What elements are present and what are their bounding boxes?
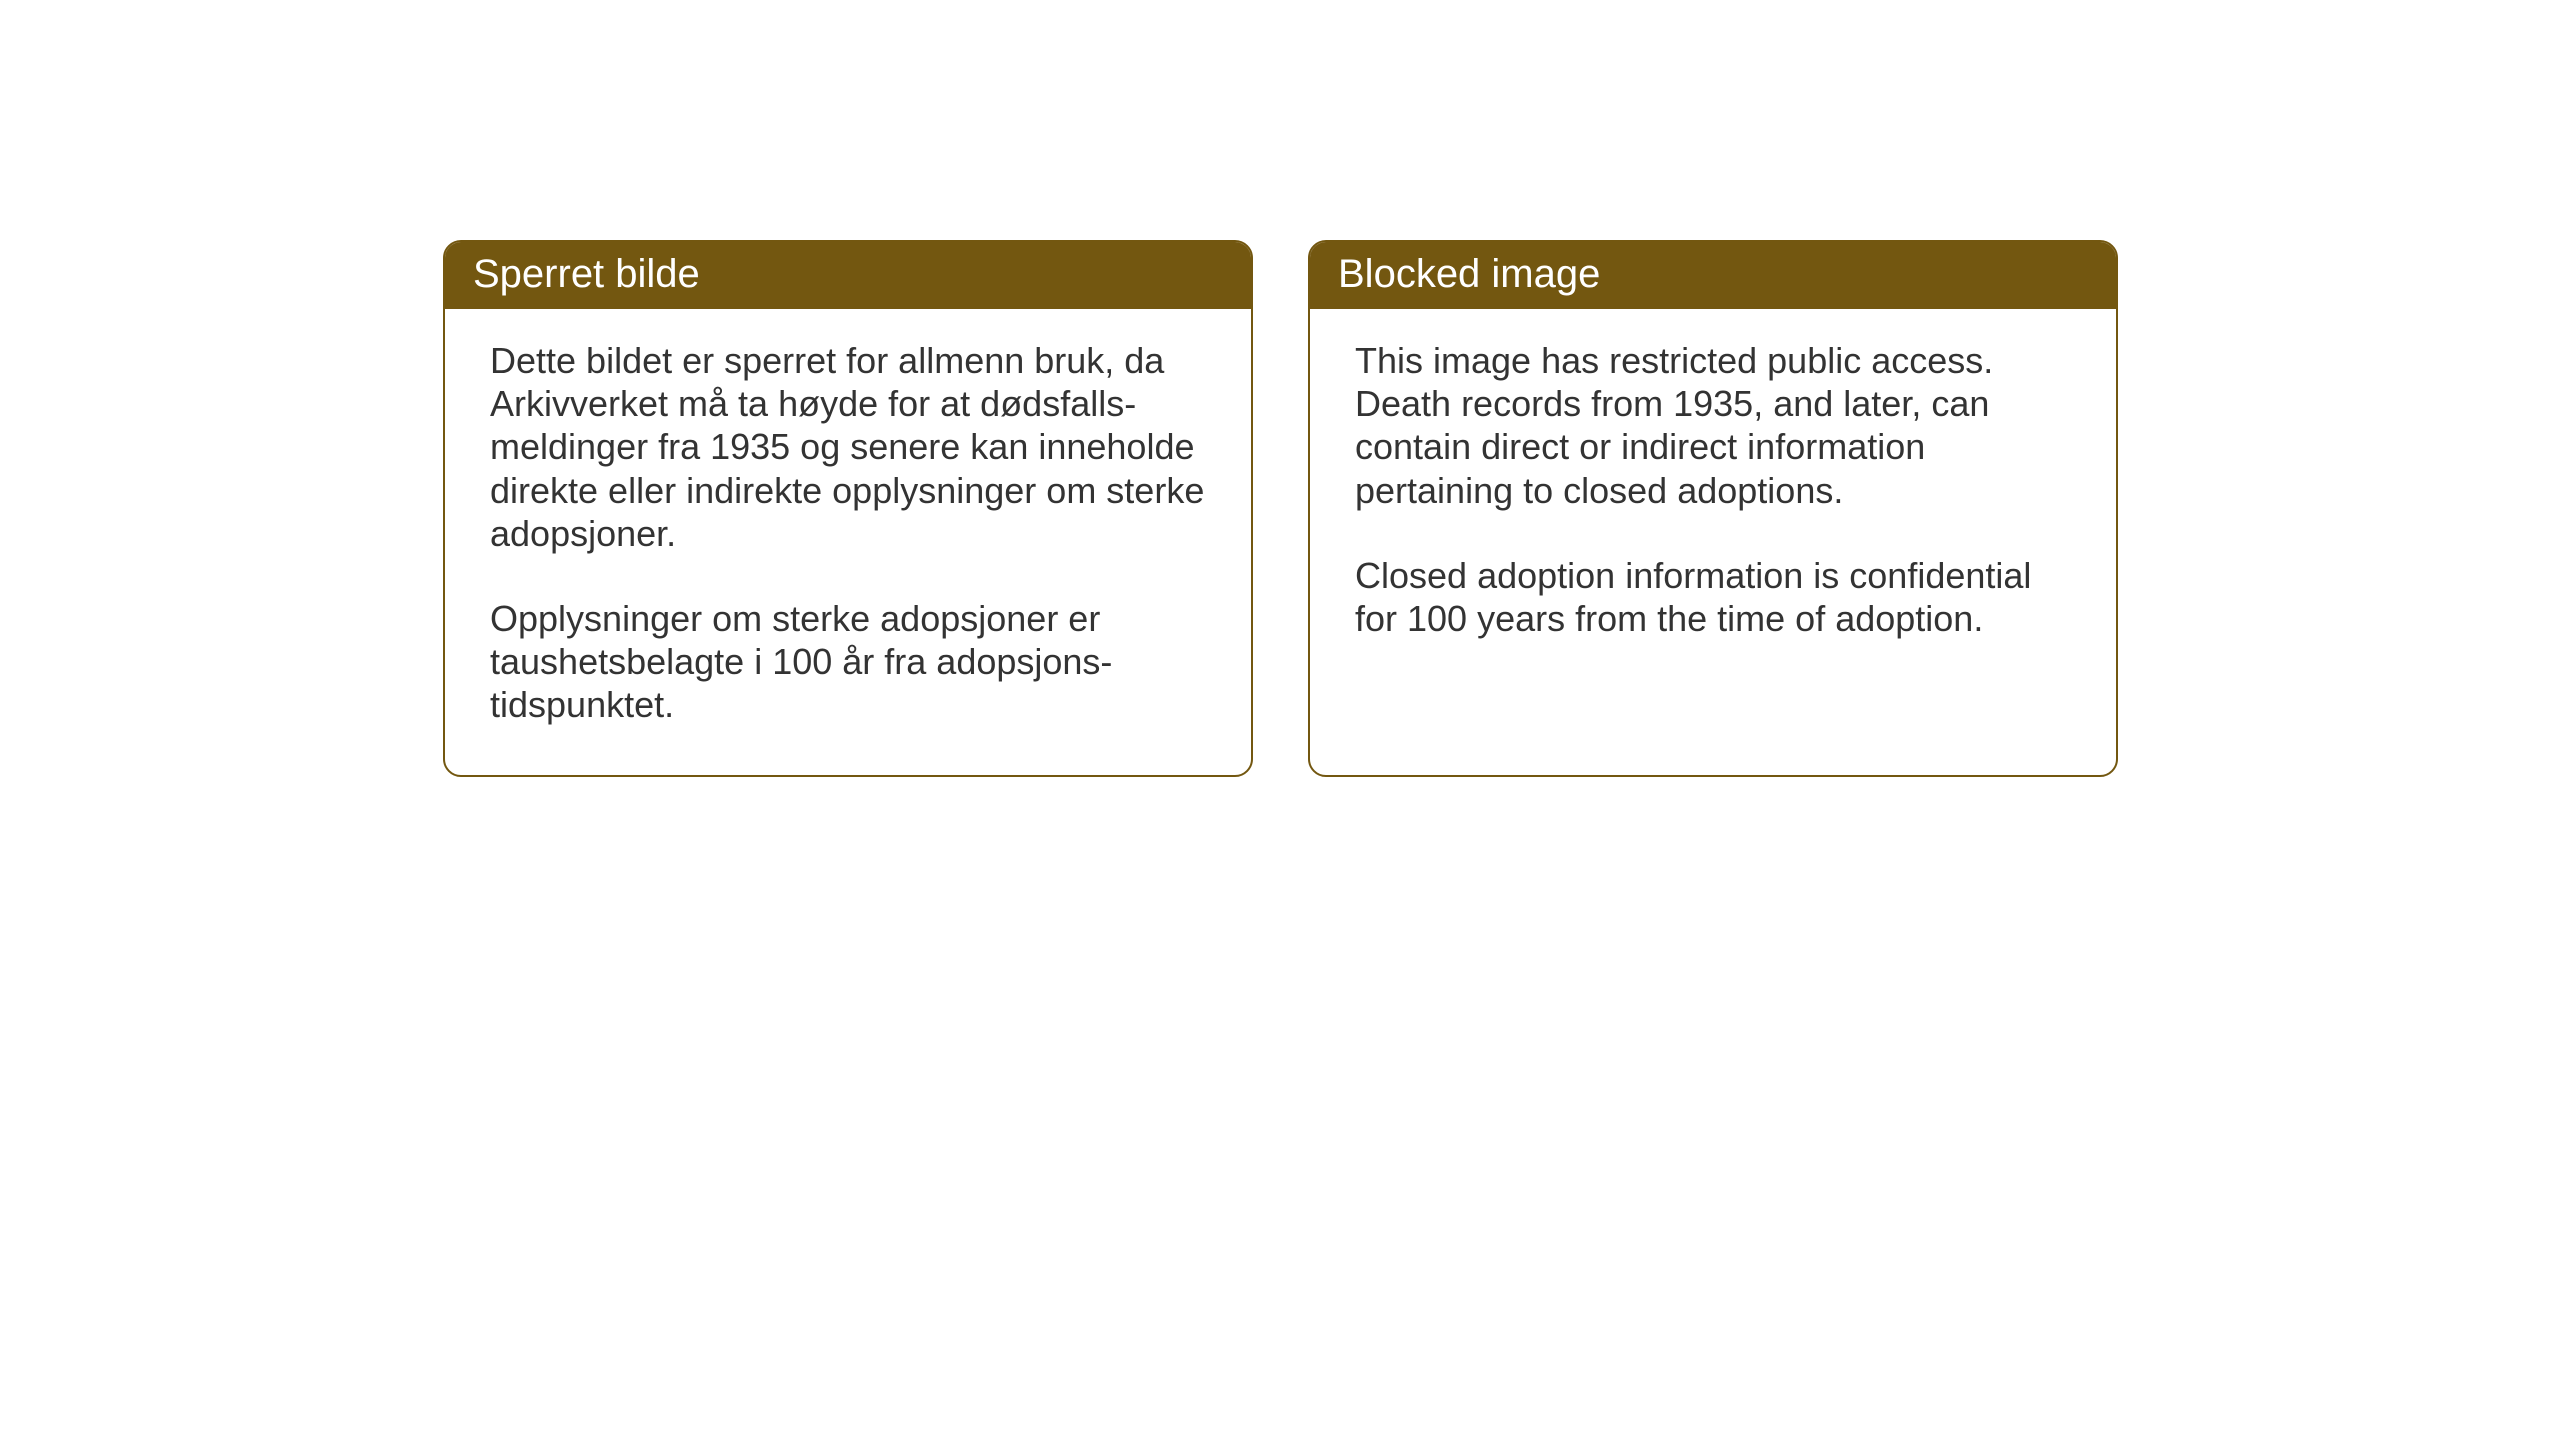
notice-header-english: Blocked image <box>1310 242 2116 309</box>
notice-paragraph-2-norwegian: Opplysninger om sterke adopsjoner er tau… <box>490 597 1206 727</box>
notice-paragraph-1-english: This image has restricted public access.… <box>1355 339 2071 512</box>
notice-header-norwegian: Sperret bilde <box>445 242 1251 309</box>
notice-body-english: This image has restricted public access.… <box>1310 309 2116 688</box>
notice-paragraph-2-english: Closed adoption information is confident… <box>1355 554 2071 640</box>
notice-body-norwegian: Dette bildet er sperret for allmenn bruk… <box>445 309 1251 775</box>
notice-paragraph-1-norwegian: Dette bildet er sperret for allmenn bruk… <box>490 339 1206 555</box>
notice-box-norwegian: Sperret bilde Dette bildet er sperret fo… <box>443 240 1253 777</box>
notice-container: Sperret bilde Dette bildet er sperret fo… <box>443 240 2118 777</box>
notice-box-english: Blocked image This image has restricted … <box>1308 240 2118 777</box>
